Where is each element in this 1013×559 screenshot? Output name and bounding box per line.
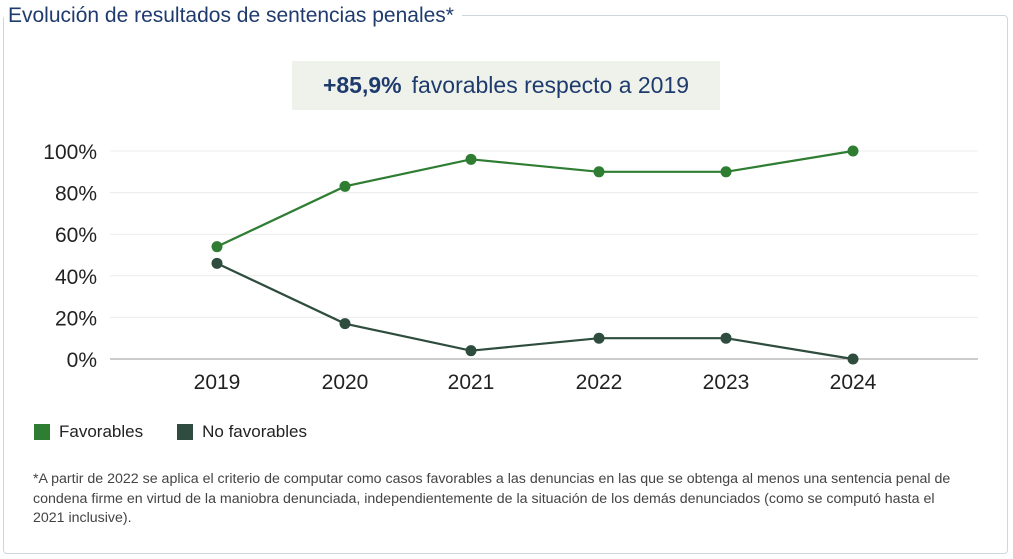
data-point-no-favorables: [593, 332, 605, 344]
y-tick-label: 100%: [43, 141, 97, 164]
series-points: [211, 145, 859, 365]
legend-label-favorables: Favorables: [59, 422, 144, 441]
x-tick-label: 2020: [322, 371, 369, 394]
y-axis-tick-labels: 0% 20% 40% 60% 80% 100%: [43, 141, 97, 372]
data-point-no-favorables: [339, 318, 351, 330]
legend-label-no-favorables: No favorables: [202, 422, 307, 441]
data-point-favorables: [593, 166, 605, 178]
data-point-no-favorables: [465, 345, 477, 357]
x-tick-label: 2019: [194, 371, 241, 394]
x-tick-label: 2022: [576, 371, 623, 394]
chart-frame: [3, 15, 1008, 554]
legend-swatch-favorables: [34, 424, 50, 440]
data-point-favorables: [720, 166, 732, 178]
line-chart: 0%20%40%60%80%100% 2019 2020 2021 2022 2023 2…: [43, 141, 978, 394]
data-point-no-favorables: [720, 332, 732, 344]
highlight-value: +85,9%: [322, 72, 402, 98]
y-tick-label: 60%: [55, 224, 97, 247]
data-point-no-favorables: [211, 257, 223, 269]
grid-lines: [110, 150, 978, 360]
x-tick-label: 2024: [830, 371, 877, 394]
y-tick-label: 80%: [55, 183, 97, 206]
chart-title: Evolución de resultados de sentencias pe…: [4, 2, 462, 30]
footnote: *A partir de 2022 se aplica el criterio …: [33, 471, 951, 526]
data-point-favorables: [211, 241, 223, 253]
data-point-favorables: [465, 153, 477, 165]
legend: Favorables No favorables: [34, 422, 341, 442]
y-tick-label: 40%: [55, 266, 97, 289]
legend-item-no-favorables: No favorables: [177, 422, 307, 442]
y-tick-label: 20%: [55, 307, 97, 330]
legend-item-favorables: Favorables: [34, 422, 143, 442]
series-line-favorables: [216, 149, 854, 248]
x-tick-label: 2021: [448, 371, 495, 394]
legend-swatch-no-favorables: [177, 424, 194, 440]
data-point-favorables: [339, 180, 351, 192]
series-line-no-favorables: [216, 262, 854, 361]
data-point-favorables: [847, 145, 859, 157]
x-axis-tick-labels: 2019 2020 2021 2022 2023 2024: [194, 371, 877, 394]
data-point-no-favorables: [847, 353, 859, 365]
y-tick-label: 0%: [67, 349, 97, 372]
series-lines: [216, 149, 854, 361]
highlight-banner: +85,9% favorables respecto a 2019: [292, 61, 720, 110]
x-tick-label: 2023: [703, 371, 750, 394]
highlight-text: favorables respecto a 2019: [411, 72, 690, 98]
